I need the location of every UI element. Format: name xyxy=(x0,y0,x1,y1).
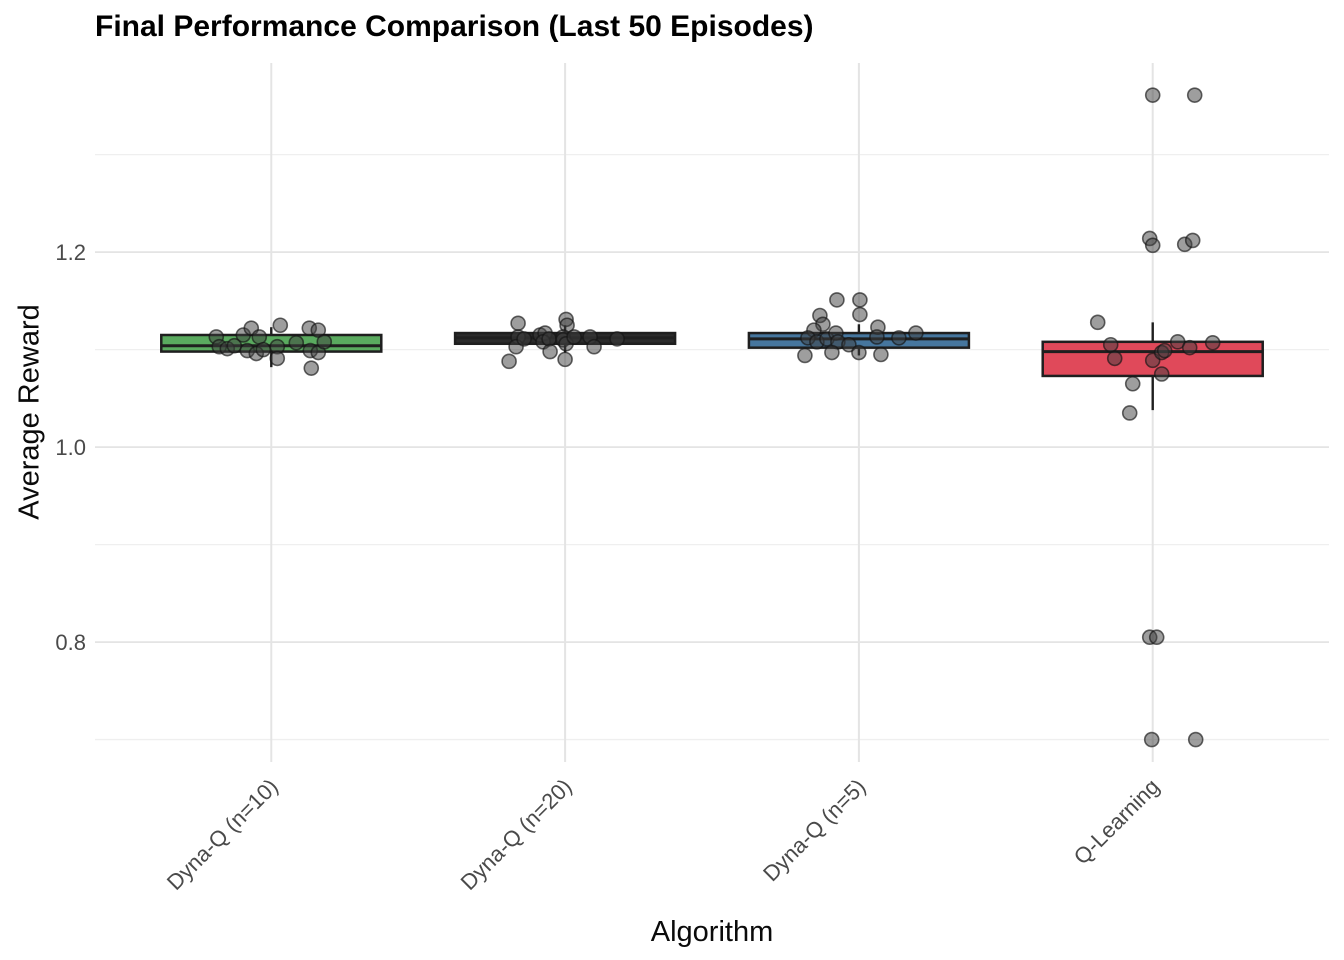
jitter-point xyxy=(609,331,625,347)
jitter-point xyxy=(316,334,333,350)
jitter-point xyxy=(1186,87,1203,103)
jitter-point xyxy=(1106,350,1123,367)
x-tick-label: Dyna-Q (n=10) xyxy=(162,774,283,895)
x-tick-label: Dyna-Q (n=20) xyxy=(456,774,577,895)
jitter-point xyxy=(1124,375,1141,392)
jitter-point xyxy=(541,331,557,347)
x-tick-label: Q-Learning xyxy=(1069,774,1165,870)
jitter-point xyxy=(1181,339,1198,356)
jitter-point xyxy=(269,350,286,367)
jitter-point xyxy=(586,338,602,355)
jitter-point xyxy=(1144,237,1161,254)
jitter-point xyxy=(1148,629,1165,646)
jitter-point xyxy=(566,329,582,345)
y-tick-label: 1.0 xyxy=(55,435,86,460)
jitter-point xyxy=(516,331,532,347)
jitter-point xyxy=(1089,314,1106,331)
jitter-point xyxy=(288,334,305,351)
y-tick-label: 1.2 xyxy=(55,240,86,265)
jitter-point xyxy=(1153,366,1170,382)
jitter-point xyxy=(303,360,320,376)
jitter-point xyxy=(542,343,558,360)
jitter-point xyxy=(873,346,889,363)
jitter-point xyxy=(852,292,868,308)
jitter-point xyxy=(510,315,526,332)
jitter-point xyxy=(1121,405,1138,421)
jitter-point xyxy=(272,317,289,334)
jitter-point xyxy=(797,347,813,364)
jitter-point xyxy=(255,341,272,358)
jitter-point xyxy=(1204,334,1221,351)
jitter-point xyxy=(1143,731,1160,748)
chart-title: Final Performance Comparison (Last 50 Ep… xyxy=(95,10,814,43)
jitter-point xyxy=(1184,232,1201,249)
jitter-point xyxy=(501,353,517,370)
jitter-point xyxy=(1102,336,1119,353)
jitter-point xyxy=(908,325,924,341)
y-tick-label: 0.8 xyxy=(55,630,86,655)
jitter-point xyxy=(1156,342,1173,359)
jitter-point xyxy=(869,329,885,345)
jitter-point xyxy=(1187,731,1204,748)
jitter-point xyxy=(851,344,867,361)
x-axis-title: Algorithm xyxy=(650,916,774,948)
jitter-point xyxy=(891,330,907,346)
jitter-point xyxy=(852,306,868,323)
jitter-point xyxy=(824,344,840,361)
x-tick-label: Dyna-Q (n=5) xyxy=(758,774,870,886)
jitter-point xyxy=(1144,87,1161,103)
jitter-point xyxy=(557,351,573,368)
jitter-point xyxy=(251,329,268,345)
jitter-point xyxy=(829,292,845,308)
